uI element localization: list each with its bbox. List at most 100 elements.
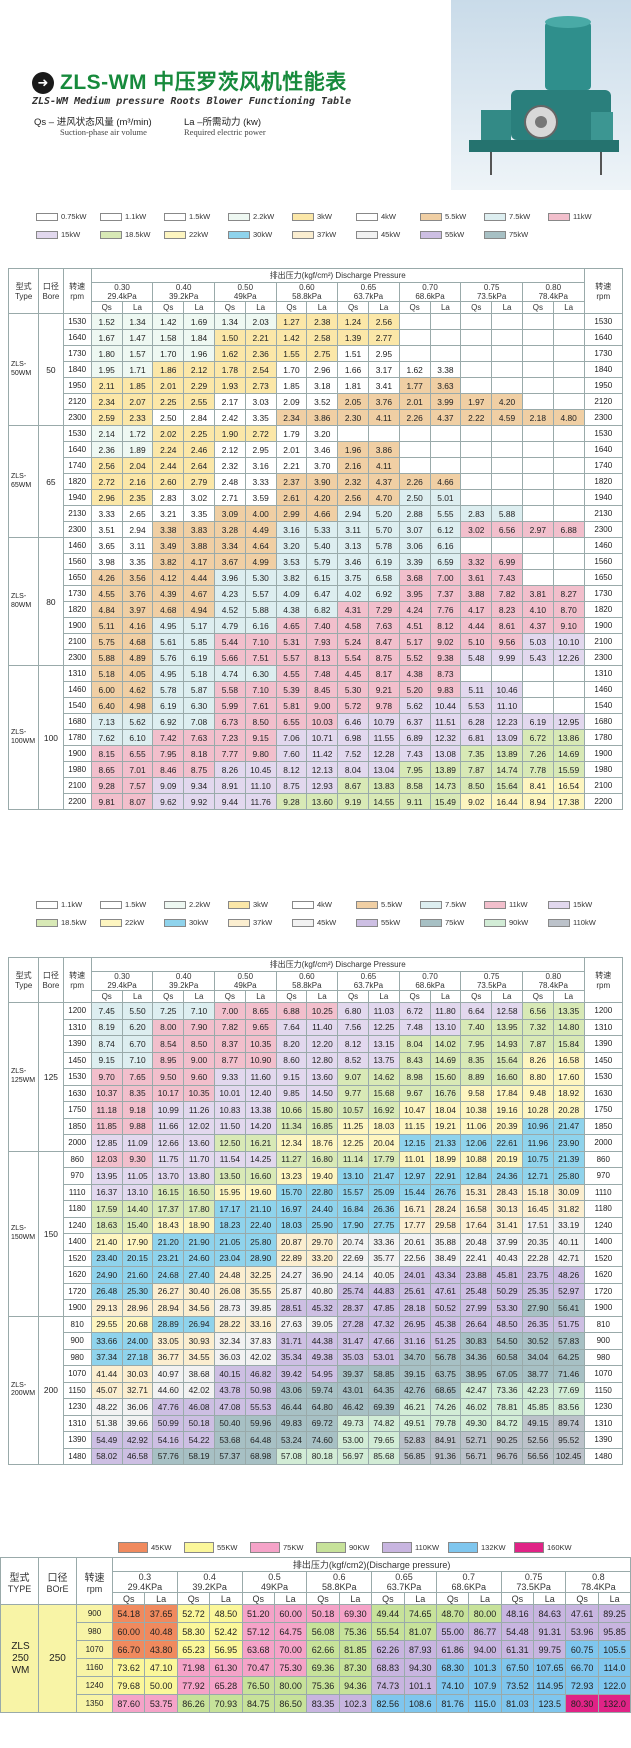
la-cell: 48.50: [491, 1315, 523, 1333]
qs-cell: 24.27: [275, 1266, 308, 1284]
pressure-cell: 0.75 73.5kPa: [460, 971, 523, 991]
legend-swatch: [100, 918, 122, 927]
la-cell: 1.47: [121, 329, 154, 346]
pressure-cell: 0.8 78.4KPa: [565, 1571, 631, 1593]
qs-cell: 3.81: [521, 585, 554, 602]
qs-cell: 2.18: [521, 409, 554, 426]
pressure-kgf: 0.60: [299, 283, 315, 293]
qs-cell: 26.08: [213, 1282, 246, 1300]
rpm-cell-right: 1180: [583, 1200, 624, 1218]
legend-label: 1.5kW: [125, 900, 147, 909]
col-model: 型式 TYPE: [0, 1557, 39, 1605]
la-cell: 56.78: [429, 1348, 462, 1366]
qs-cell: 23.04: [213, 1249, 246, 1267]
la-cell: 7.61: [244, 697, 277, 714]
la-cell: 52.42: [209, 1622, 243, 1641]
qs-cell: [460, 345, 493, 362]
qs-cell: 71.98: [176, 1658, 211, 1677]
qs-cell: 8.20: [275, 1035, 308, 1053]
la-cell: 11.80: [429, 1002, 462, 1020]
la-cell: 21.10: [244, 1200, 277, 1218]
table-row: ZLS- 200WM 200 810 29.55 20.68 28.89 26.94 28.2…: [7, 1315, 624, 1465]
rpm-cell-right: 1900: [583, 745, 624, 762]
rpm-cell-right: 1720: [583, 1282, 624, 1300]
qs-cell: 67.50: [500, 1658, 535, 1677]
qs-cell: 8.00: [152, 1018, 185, 1036]
table-row: 1400 21.40 17.90 21.20 21.90 21.05 25.80 20.87 2…: [9, 1233, 624, 1251]
qs-cell: 10.88: [460, 1150, 493, 1168]
qs-cell: 10.99: [152, 1101, 185, 1119]
qs-cell: 11.15: [398, 1117, 431, 1135]
qs-cell: 62.66: [306, 1640, 340, 1659]
la-cell: 1.89: [121, 441, 154, 458]
la-cell: 13.15: [367, 1035, 400, 1053]
qs-cell: 6.55: [275, 713, 308, 730]
qs-cell: 4.65: [275, 617, 308, 634]
legend-swatch: [420, 212, 442, 221]
qs-cell: 1.95: [90, 361, 123, 378]
qs-cell: 11.18: [90, 1101, 123, 1119]
bore-cell: 125: [38, 1002, 64, 1152]
legend-label: 75kW: [509, 230, 529, 239]
qs-cell: 4.51: [398, 617, 431, 634]
la-cell: 69.72: [306, 1414, 339, 1432]
la-cell: 96.76: [491, 1447, 523, 1465]
qs-cell: 7.95: [460, 1035, 493, 1053]
la-cell: 7.63: [183, 729, 215, 746]
la-cell: 7.76: [429, 601, 462, 618]
qs-cell: 1.50: [213, 329, 246, 346]
qs-cell: 2.22: [460, 409, 493, 426]
la-cell: 48.50: [209, 1604, 243, 1623]
legend-item: 7.5kW: [484, 212, 530, 221]
qs-cell: 13.23: [275, 1167, 308, 1185]
qs-cell: 5.66: [213, 649, 246, 666]
la-cell: 36.06: [121, 1398, 154, 1416]
la-cell: 37.65: [144, 1604, 178, 1623]
la-cell: 2.12: [183, 361, 215, 378]
qs-cell: 1.42: [275, 329, 308, 346]
power-legend-3: 45KW 55KW 75KW 90KW 110KW 132KW 160KW: [0, 1540, 631, 1556]
la-cell: 46.58: [121, 1447, 154, 1465]
qs-cell: 5.75: [90, 633, 123, 650]
la-cell: 13.89: [491, 745, 523, 762]
rpm-cell: 900: [76, 1604, 113, 1623]
qs-cell: 56.85: [398, 1447, 431, 1465]
rpm-cell-right: 1640: [583, 329, 624, 346]
rpm-cell-right: 860: [583, 1150, 624, 1168]
qs-cell: 4.84: [90, 601, 123, 618]
la-cell: [552, 377, 585, 394]
table-row: 1840 1.95 1.71 1.86 2.12 1.78 2.54 1.70 2.96 1.66…: [9, 361, 624, 378]
col-rpm-label-en: rpm: [86, 1583, 103, 1594]
rpm-cell-right: 810: [583, 1315, 624, 1333]
qs-cell: 5.57: [275, 649, 308, 666]
qs-cell: 7.35: [460, 745, 493, 762]
la-cell: 46.08: [183, 1398, 215, 1416]
pressure-cell: 0.50 49kPa: [213, 971, 277, 991]
qs-cell: 8.54: [152, 1035, 185, 1053]
qs-cell: 15.57: [337, 1183, 369, 1201]
qs-cell: [398, 425, 431, 442]
la-cell: 3.88: [183, 537, 215, 554]
la-cell: 4.11: [367, 409, 400, 426]
la-cell: 16.80: [306, 1150, 339, 1168]
rpm-cell: 1940: [62, 489, 92, 506]
legend-label: 5.5kW: [381, 900, 403, 909]
qs-cell: 1.34: [213, 313, 246, 330]
legend-label: 11kW: [509, 900, 528, 909]
la-cell: 14.80: [552, 1018, 585, 1036]
la-cell: [429, 441, 462, 458]
qs-cell: 3.06: [398, 537, 431, 554]
qs-cell: 2.96: [90, 489, 123, 506]
la-cell: 68.65: [429, 1381, 462, 1399]
qs-cell: 2.09: [275, 393, 308, 410]
qs-cell: 3.13: [337, 537, 369, 554]
la-cell: [491, 665, 523, 682]
model-cell: ZLS- 50WM: [7, 313, 40, 426]
qs-cell: 12.71: [521, 1167, 554, 1185]
la-cell: 11.55: [367, 729, 400, 746]
qs-cell: 9.02: [460, 793, 493, 810]
la-cell: 3.76: [121, 585, 154, 602]
la-cell: 29.70: [306, 1233, 339, 1251]
col-model-label: 型式: [15, 971, 32, 980]
la-cell: 42.02: [244, 1348, 277, 1366]
